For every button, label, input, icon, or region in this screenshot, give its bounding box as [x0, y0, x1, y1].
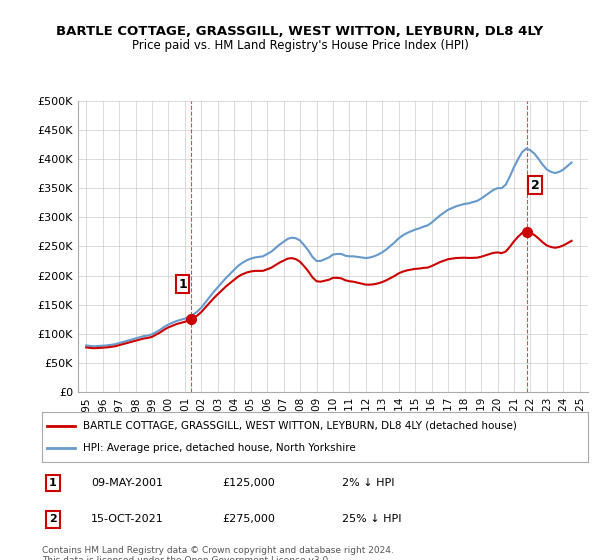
- Text: 2: 2: [49, 515, 57, 524]
- Text: £275,000: £275,000: [222, 515, 275, 524]
- Text: 1: 1: [49, 478, 57, 488]
- Text: 2: 2: [531, 179, 539, 192]
- Text: 2% ↓ HPI: 2% ↓ HPI: [342, 478, 395, 488]
- Text: BARTLE COTTAGE, GRASSGILL, WEST WITTON, LEYBURN, DL8 4LY (detached house): BARTLE COTTAGE, GRASSGILL, WEST WITTON, …: [83, 421, 517, 431]
- Text: Contains HM Land Registry data © Crown copyright and database right 2024.
This d: Contains HM Land Registry data © Crown c…: [42, 546, 394, 560]
- Text: 1: 1: [178, 278, 187, 291]
- Text: 15-OCT-2021: 15-OCT-2021: [91, 515, 164, 524]
- Text: HPI: Average price, detached house, North Yorkshire: HPI: Average price, detached house, Nort…: [83, 443, 356, 453]
- Text: 09-MAY-2001: 09-MAY-2001: [91, 478, 163, 488]
- Text: 25% ↓ HPI: 25% ↓ HPI: [342, 515, 402, 524]
- Text: £125,000: £125,000: [222, 478, 275, 488]
- Text: Price paid vs. HM Land Registry's House Price Index (HPI): Price paid vs. HM Land Registry's House …: [131, 39, 469, 52]
- Text: BARTLE COTTAGE, GRASSGILL, WEST WITTON, LEYBURN, DL8 4LY: BARTLE COTTAGE, GRASSGILL, WEST WITTON, …: [56, 25, 544, 38]
